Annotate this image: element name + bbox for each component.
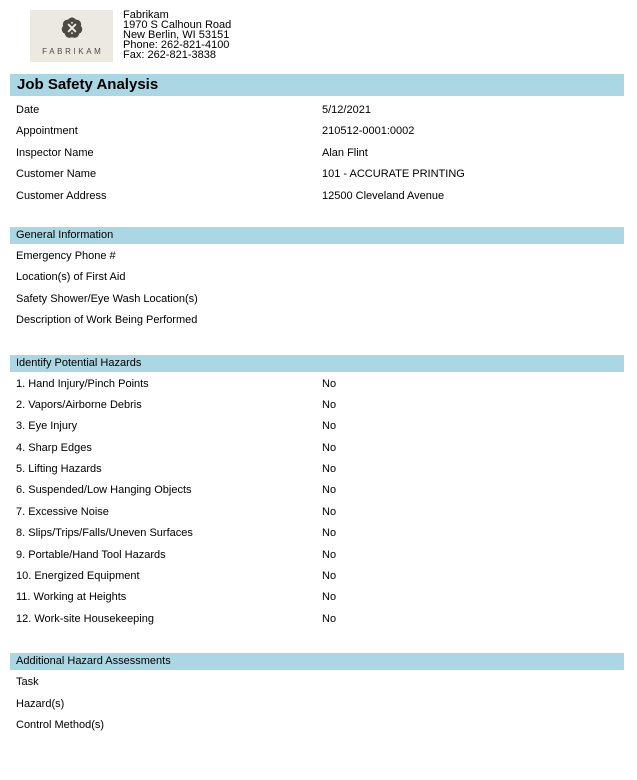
hazard-label: 6. Suspended/Low Hanging Objects	[16, 484, 192, 497]
field-row-task: Task	[10, 672, 624, 693]
field-row-customer-address: Customer Address 12500 Cleveland Avenue	[10, 186, 624, 207]
field-row-hazards: Hazard(s)	[10, 694, 624, 715]
field-label: Safety Shower/Eye Wash Location(s)	[16, 292, 198, 305]
company-name: Fabrikam	[123, 9, 169, 21]
company-fax: Fax: 262-821-3838	[123, 49, 216, 61]
hazard-label: 10. Energized Equipment	[16, 570, 140, 583]
hazard-row-6: 6. Suspended/Low Hanging Objects No	[10, 480, 624, 501]
field-row-appointment: Appointment 210512-0001:0002	[10, 121, 624, 142]
hazard-value: No	[322, 441, 337, 454]
hazard-value: No	[322, 527, 337, 540]
field-value	[322, 310, 624, 331]
section-header-identify-potential-hazards: Identify Potential Hazards	[10, 354, 624, 372]
hazard-label: 12. Work-site Housekeeping	[16, 612, 154, 625]
hazard-row-9: 9. Portable/Hand Tool Hazards No	[10, 545, 624, 566]
field-row-work-description: Description of Work Being Performed	[10, 310, 624, 331]
field-label: Inspector Name	[16, 146, 94, 159]
company-city: New Berlin, WI 53151	[123, 29, 230, 41]
hazard-row-3: 3. Eye Injury No	[10, 416, 624, 437]
hazard-value: No	[322, 548, 337, 561]
hazard-value: No	[322, 570, 337, 583]
field-value	[322, 246, 624, 267]
hazard-row-2: 2. Vapors/Airborne Debris No	[10, 395, 624, 416]
field-value	[322, 289, 624, 310]
field-value: 5/12/2021	[322, 104, 371, 116]
field-value: 101 - ACCURATE PRINTING	[322, 168, 465, 181]
hazard-label: 3. Eye Injury	[16, 420, 78, 433]
report-page: FABRIKAM Fabrikam 1970 S Calhoun Road Ne…	[10, 0, 624, 736]
hazard-row-8: 8. Slips/Trips/Falls/Uneven Surfaces No	[10, 523, 624, 544]
field-value	[322, 267, 624, 288]
fabrikam-logo: FABRIKAM	[30, 10, 113, 62]
field-label: Customer Name	[16, 168, 97, 181]
field-value	[322, 672, 624, 693]
field-label: Date	[16, 104, 40, 116]
hazard-label: 1. Hand Injury/Pinch Points	[16, 377, 149, 390]
fabrikam-flower-icon	[61, 17, 82, 38]
section-header-general-information: General Information	[10, 226, 624, 244]
hazard-value: No	[322, 377, 337, 390]
hazard-row-11: 11. Working at Heights No	[10, 587, 624, 608]
field-value: 210512-0001:0002	[322, 125, 415, 138]
field-row-inspector-name: Inspector Name Alan Flint	[10, 143, 624, 164]
field-value: Alan Flint	[322, 146, 368, 159]
field-label: Customer Address	[16, 189, 107, 202]
letterhead: FABRIKAM Fabrikam 1970 S Calhoun Road Ne…	[10, 10, 624, 62]
field-label: Description of Work Being Performed	[16, 314, 198, 327]
hazard-rows: 1. Hand Injury/Pinch Points No 2. Vapors…	[10, 374, 624, 631]
hazard-value: No	[322, 484, 337, 497]
field-value	[322, 694, 624, 715]
company-phone: Phone: 262-821-4100	[123, 39, 230, 51]
field-row-date: Date 5/12/2021	[10, 100, 624, 121]
field-value	[322, 715, 624, 736]
section-identify-potential-hazards: Identify Potential Hazards 1. Hand Injur…	[10, 354, 624, 631]
hazard-row-5: 5. Lifting Hazards No	[10, 459, 624, 480]
hazard-row-10: 10. Energized Equipment No	[10, 566, 624, 587]
field-row-emergency-phone: Emergency Phone #	[10, 246, 624, 267]
field-value: 12500 Cleveland Avenue	[322, 189, 445, 202]
hazard-row-12: 12. Work-site Housekeeping No	[10, 609, 624, 630]
hazard-row-1: 1. Hand Injury/Pinch Points No	[10, 374, 624, 395]
hazard-row-4: 4. Sharp Edges No	[10, 438, 624, 459]
section-header-additional-hazard-assessments: Additional Hazard Assessments	[10, 653, 624, 671]
hazard-label: 8. Slips/Trips/Falls/Uneven Surfaces	[16, 527, 193, 540]
field-row-control-methods: Control Method(s)	[10, 715, 624, 736]
logo-brand-text: FABRIKAM	[42, 47, 104, 56]
field-label: Emergency Phone #	[16, 249, 116, 262]
field-label: Task	[16, 676, 39, 689]
report-title-bar: Job Safety Analysis	[10, 74, 624, 96]
field-label: Appointment	[16, 125, 78, 138]
hazard-label: 9. Portable/Hand Tool Hazards	[16, 548, 166, 561]
hazard-value: No	[322, 463, 337, 476]
hazard-label: 7. Excessive Noise	[16, 505, 109, 518]
company-street: 1970 S Calhoun Road	[123, 19, 232, 31]
general-information-rows: Emergency Phone # Location(s) of First A…	[10, 246, 624, 332]
field-row-first-aid-location: Location(s) of First Aid	[10, 267, 624, 288]
company-address-block: Fabrikam 1970 S Calhoun Road New Berlin,…	[123, 9, 232, 61]
hazard-value: No	[322, 420, 337, 433]
hazard-row-7: 7. Excessive Noise No	[10, 502, 624, 523]
hazard-value: No	[322, 612, 337, 625]
field-label: Location(s) of First Aid	[16, 271, 126, 284]
hazard-value: No	[322, 591, 337, 604]
additional-rows: Task Hazard(s) Control Method(s)	[10, 672, 624, 736]
hazard-value: No	[322, 398, 337, 411]
section-additional-hazard-assessments: Additional Hazard Assessments Task Hazar…	[10, 653, 624, 736]
field-row-customer-name: Customer Name 101 - ACCURATE PRINTING	[10, 164, 624, 185]
hazard-label: 11. Working at Heights	[16, 591, 127, 604]
section-general-information: General Information Emergency Phone # Lo…	[10, 226, 624, 332]
field-label: Control Method(s)	[16, 718, 105, 731]
hazard-value: No	[322, 505, 337, 518]
header-fields: Date 5/12/2021 Appointment 210512-0001:0…	[10, 100, 624, 207]
hazard-label: 4. Sharp Edges	[16, 441, 92, 454]
hazard-label: 5. Lifting Hazards	[16, 463, 102, 476]
field-row-eye-wash-location: Safety Shower/Eye Wash Location(s)	[10, 289, 624, 310]
hazard-label: 2. Vapors/Airborne Debris	[16, 398, 142, 411]
field-label: Hazard(s)	[16, 697, 65, 710]
